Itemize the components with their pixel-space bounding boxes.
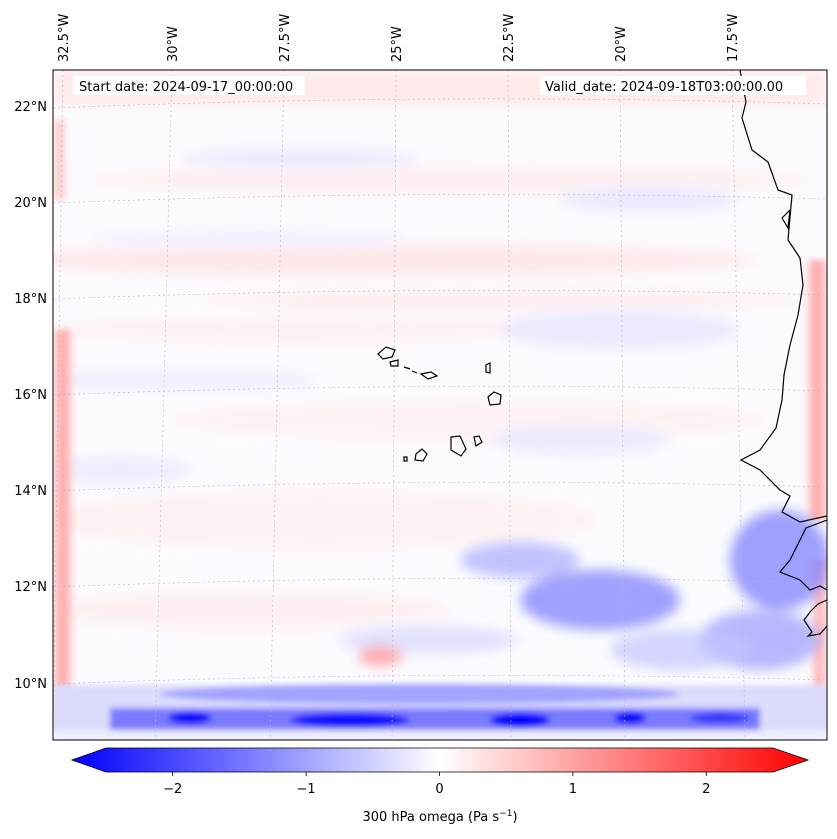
colorbar-tick-label: 2 — [702, 782, 710, 797]
start-date-label: Start date: 2024-09-17_00:00:00 — [79, 80, 293, 95]
lat-label: 14°N — [14, 484, 47, 499]
colorbar-tick-label: 0 — [435, 782, 443, 797]
lon-label: 30°W — [166, 26, 181, 62]
lon-label: 27.5°W — [278, 14, 293, 62]
lat-label: 12°N — [14, 580, 47, 595]
cape-verde-islands — [377, 346, 502, 462]
valid-date-box — [540, 76, 806, 95]
colorbar-tick-label: 1 — [569, 782, 577, 797]
omega-field — [53, 70, 827, 740]
lon-label: 32.5°W — [57, 14, 72, 62]
lat-label: 22°N — [14, 100, 47, 115]
colorbar-tick-label: −2 — [163, 782, 182, 797]
lat-label: 18°N — [14, 292, 47, 307]
colorbar-bar — [70, 747, 810, 773]
lon-label: 22.5°W — [502, 14, 517, 62]
lon-label: 25°W — [390, 26, 405, 62]
graticule — [53, 70, 827, 740]
valid-date-label: Valid_date: 2024-09-18T03:00:00.00 — [545, 80, 783, 95]
map-frame — [52, 69, 828, 741]
lat-label: 10°N — [14, 677, 47, 692]
coastline — [739, 70, 827, 637]
lon-label: 20°W — [614, 26, 629, 62]
colorbar-tick-label: −1 — [297, 782, 316, 797]
longitude-labels: 32.5°W 30°W 27.5°W 25°W 22.5°W 20°W 17.5… — [57, 14, 741, 62]
lat-label: 16°N — [14, 388, 47, 403]
colorbar: −2 −1 0 1 2 300 hPa omega (Pa s−1) — [70, 747, 810, 825]
lat-label: 20°N — [14, 196, 47, 211]
lon-label: 17.5°W — [726, 14, 741, 62]
latitude-labels: 22°N 20°N 18°N 16°N 14°N 12°N 10°N — [14, 100, 47, 692]
colorbar-label: 300 hPa omega (Pa s−1) — [362, 809, 517, 825]
start-date-box — [73, 76, 305, 95]
colorbar-ticks: −2 −1 0 1 2 — [163, 772, 710, 797]
